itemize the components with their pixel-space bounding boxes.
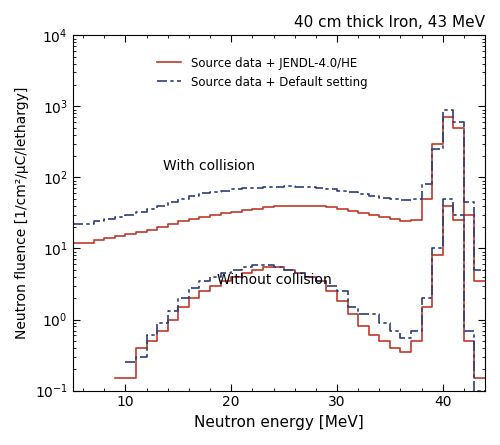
Source data + JENDL-4.0/HE [207, 214, 213, 219]
Source data + JENDL-4.0/HE [482, 278, 488, 283]
Source data + JENDL-4.0/HE [70, 240, 75, 246]
Source data + Default setting [281, 184, 287, 190]
Source data + Default setting [207, 190, 213, 196]
Legend: Source data + JENDL-4.0/HE, Source data + Default setting: Source data + JENDL-4.0/HE, Source data … [152, 52, 372, 93]
Source data + Default setting [70, 222, 75, 227]
Line: Source data + JENDL-4.0/HE: Source data + JENDL-4.0/HE [72, 117, 485, 281]
Text: With collision: With collision [164, 159, 256, 174]
Source data + JENDL-4.0/HE [440, 115, 446, 120]
Source data + Default setting [102, 219, 107, 224]
Source data + Default setting [366, 191, 372, 197]
Line: Source data + Default setting: Source data + Default setting [72, 109, 485, 270]
Source data + JENDL-4.0/HE [472, 278, 478, 283]
Source data + JENDL-4.0/HE [144, 230, 150, 235]
Y-axis label: Neutron fluence [1/cm²/μC/lethargy]: Neutron fluence [1/cm²/μC/lethargy] [15, 87, 29, 339]
Source data + JENDL-4.0/HE [250, 207, 256, 213]
X-axis label: Neutron energy [MeV]: Neutron energy [MeV] [194, 415, 364, 430]
Source data + Default setting [482, 267, 488, 272]
Source data + Default setting [144, 209, 150, 214]
Source data + Default setting [440, 107, 446, 112]
Text: 40 cm thick Iron, 43 MeV: 40 cm thick Iron, 43 MeV [294, 15, 485, 30]
Source data + JENDL-4.0/HE [281, 204, 287, 209]
Source data + JENDL-4.0/HE [366, 210, 372, 215]
Text: Without collision: Without collision [217, 273, 332, 287]
Source data + JENDL-4.0/HE [102, 238, 107, 243]
Source data + Default setting [250, 186, 256, 191]
Source data + Default setting [472, 267, 478, 272]
